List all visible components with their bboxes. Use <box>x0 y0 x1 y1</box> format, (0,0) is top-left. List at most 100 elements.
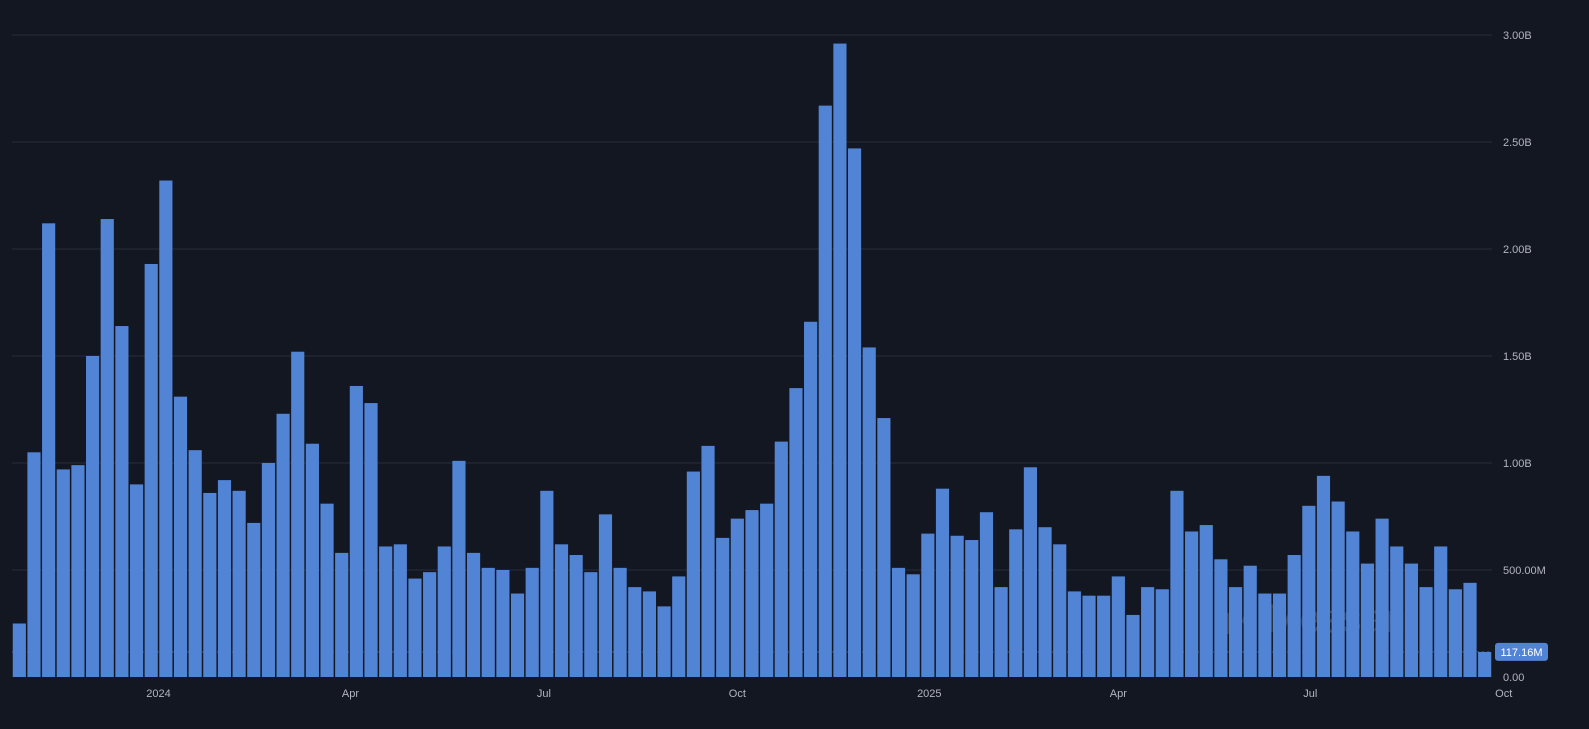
last-value-badge-bg <box>1495 642 1548 661</box>
bar <box>657 606 671 677</box>
bar <box>1243 565 1257 677</box>
bar <box>760 503 774 677</box>
bar <box>393 544 407 677</box>
y-tick-label: 1.00B <box>1503 458 1532 470</box>
bar <box>320 503 334 677</box>
bar <box>686 471 700 677</box>
bar <box>379 546 393 677</box>
bar <box>1346 531 1360 677</box>
y-tick-label: 2.00B <box>1503 244 1532 256</box>
bar <box>305 443 319 677</box>
y-axis: 0.00 500.00M 1.00B 1.50B 2.00B 2.50B 3.00B <box>1503 30 1546 684</box>
x-axis: 2024 Apr Jul Oct 2025 Apr Jul Oct <box>146 688 1512 700</box>
bar <box>569 555 583 677</box>
bars <box>12 43 1492 678</box>
bar <box>27 452 41 677</box>
x-tick-label: Apr <box>342 688 359 700</box>
bar <box>364 403 378 677</box>
bar <box>540 490 554 677</box>
bar <box>86 356 100 677</box>
bar <box>437 546 451 677</box>
bar <box>701 445 715 677</box>
bar <box>291 351 305 677</box>
bar <box>1053 544 1067 677</box>
bar <box>481 567 495 677</box>
bar <box>1009 529 1023 677</box>
bar <box>1478 651 1492 677</box>
bar <box>335 552 349 677</box>
bar <box>217 480 232 677</box>
bar <box>1111 576 1125 677</box>
bar <box>42 223 56 677</box>
x-tick-label: Oct <box>1495 688 1512 700</box>
bar <box>1228 587 1243 677</box>
bar <box>921 533 935 677</box>
bar <box>584 572 598 677</box>
bar <box>496 570 510 677</box>
bar <box>100 219 114 678</box>
bar <box>1448 589 1462 677</box>
bar <box>12 623 26 677</box>
bar <box>1185 531 1199 677</box>
bar <box>276 413 290 677</box>
bar <box>1287 555 1301 677</box>
bar <box>818 105 832 678</box>
bar <box>1214 559 1228 677</box>
last-value-badge: 117.16M <box>12 642 1548 661</box>
bar <box>408 578 422 677</box>
bar <box>1199 525 1213 677</box>
bar <box>510 593 525 677</box>
bar <box>906 574 920 677</box>
bar <box>1331 501 1345 677</box>
bar <box>1082 595 1096 677</box>
bar <box>423 572 437 677</box>
y-tick-label: 0.00 <box>1503 672 1524 684</box>
bar <box>173 396 188 677</box>
bar <box>1360 563 1375 677</box>
bar <box>862 347 876 677</box>
y-gridlines <box>12 34 1492 571</box>
bar <box>1302 505 1316 677</box>
y-tick-label: 1.50B <box>1503 351 1532 363</box>
bar <box>1170 490 1184 677</box>
x-tick-label: Apr <box>1110 688 1127 700</box>
bar <box>1126 614 1140 677</box>
bar <box>554 544 569 677</box>
bar <box>877 418 891 677</box>
bar <box>144 263 158 677</box>
bar <box>935 488 950 677</box>
bar <box>613 567 627 677</box>
bar <box>56 469 70 677</box>
bar <box>1067 591 1081 677</box>
bar <box>525 567 539 677</box>
bar <box>71 465 85 677</box>
bar <box>745 510 759 677</box>
bar <box>452 460 466 677</box>
bar <box>774 441 788 677</box>
bar <box>891 567 906 677</box>
bar <box>247 522 261 677</box>
bar <box>598 514 613 677</box>
last-value-label: 117.16M <box>1501 647 1543 659</box>
bar <box>1258 593 1272 677</box>
bar <box>994 587 1008 677</box>
bar <box>1038 527 1052 677</box>
bar <box>642 591 657 677</box>
bar <box>628 587 642 677</box>
bar <box>261 463 276 677</box>
bar <box>188 450 202 677</box>
bar <box>203 492 217 677</box>
bar <box>159 180 173 677</box>
bar <box>1155 589 1169 677</box>
bar <box>1023 467 1037 677</box>
x-tick-label: Oct <box>729 688 746 700</box>
bar <box>789 388 803 677</box>
bar <box>232 490 246 677</box>
bar <box>1390 546 1404 677</box>
x-tick-label: Jul <box>1303 688 1317 700</box>
bar <box>1272 593 1287 677</box>
bar <box>1316 475 1331 677</box>
bar <box>1404 563 1418 677</box>
